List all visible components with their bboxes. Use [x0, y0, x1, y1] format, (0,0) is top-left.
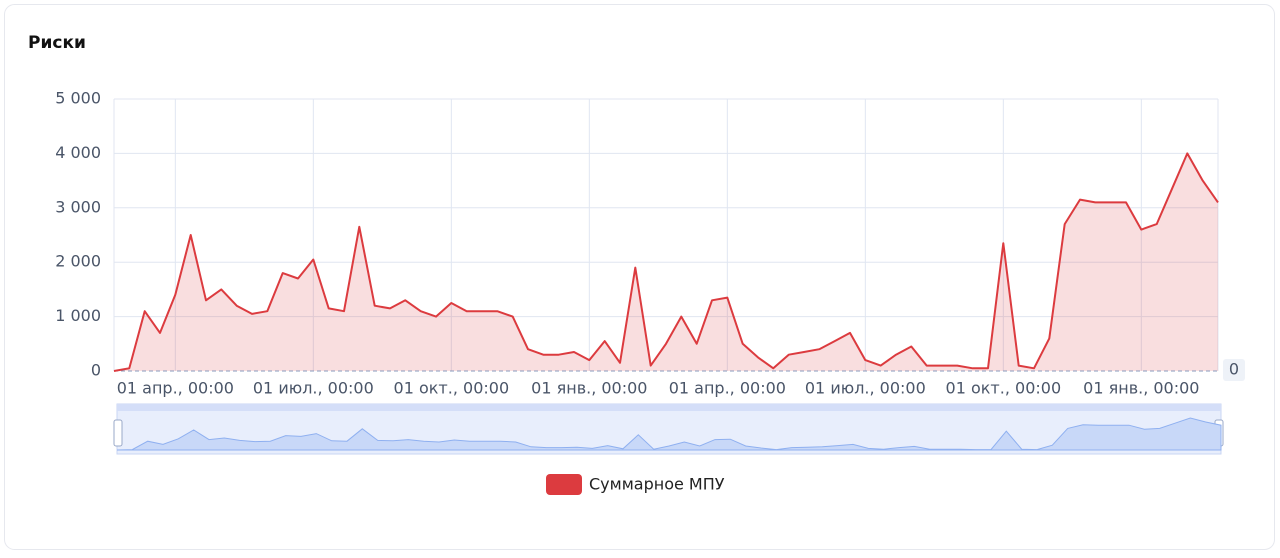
legend-label[interactable]: Суммарное МПУ	[589, 475, 725, 494]
zoom-handle[interactable]	[113, 419, 123, 447]
plot: 0 1 000 2 000 3 000 4 000 5 000 01 апр., 00:00…	[55, 89, 1245, 398]
x-tick-label: 01 янв., 00:00	[1083, 379, 1199, 398]
x-tick-label: 01 июл., 00:00	[805, 379, 926, 398]
chart-title: Риски	[28, 33, 86, 53]
y-tick-label: 3 000	[55, 197, 101, 216]
x-tick-label: 01 окт., 00:00	[946, 379, 1062, 398]
x-tick-label: 01 окт., 00:00	[394, 379, 510, 398]
line	[113, 152, 1219, 372]
y-tick-label: 4 000	[55, 143, 101, 162]
x-tick-label: 01 янв., 00:00	[531, 379, 647, 398]
y-tick-label: 1 000	[55, 306, 101, 325]
x-tick-label: 01 апр., 00:00	[669, 379, 786, 398]
zoom-preview	[116, 417, 1222, 451]
zoom-bar[interactable]	[117, 404, 1221, 411]
y-tick-label: 0	[91, 361, 101, 380]
legend-swatch[interactable]	[546, 474, 582, 495]
x-tick-label: 01 июл., 00:00	[253, 379, 374, 398]
pointer-label: 0	[1229, 360, 1239, 379]
y-tick-label: 2 000	[55, 252, 101, 271]
pointer-box	[1223, 359, 1245, 381]
area	[114, 153, 1218, 371]
y-tick-label: 5 000	[55, 89, 101, 108]
x-tick-label: 01 апр., 00:00	[117, 379, 234, 398]
